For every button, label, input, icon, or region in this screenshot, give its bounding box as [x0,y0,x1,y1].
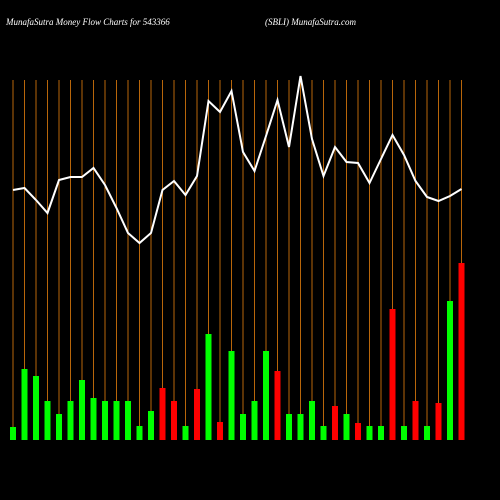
bar [217,422,223,440]
bar [424,426,430,440]
bar [79,380,85,440]
bar [286,414,292,440]
bar [251,401,258,440]
chart-title: MunafaSutra Money Flow Charts for 543366 [5,17,170,27]
bar [412,401,419,440]
bar [44,401,51,440]
bar [320,426,327,440]
bar [205,334,212,440]
bar [102,401,108,440]
bar [240,414,246,440]
bar [435,403,442,440]
bar [171,401,177,440]
bar [90,398,97,440]
bar [33,376,39,440]
bar [263,351,269,440]
money-flow-line [12,75,463,245]
bar [125,401,131,440]
bar [458,263,465,440]
bar [447,301,453,440]
bar [67,401,74,440]
bar [228,351,235,440]
bar [159,388,166,440]
bar [274,371,281,440]
bar [194,389,200,440]
bar [355,423,361,440]
bar [113,401,120,440]
bar [309,401,315,440]
bar [297,414,304,440]
bar [366,426,373,440]
bar [21,369,28,440]
bar [343,414,350,440]
bar [136,426,143,440]
bar [56,414,62,440]
chart-subtitle: (SBLI) MunafaSutra.com [265,17,356,27]
bar [148,411,154,440]
bar [10,427,16,440]
bar [389,309,396,440]
bar [401,426,407,440]
bar [332,406,338,440]
bar [182,426,189,440]
bar [378,426,384,440]
